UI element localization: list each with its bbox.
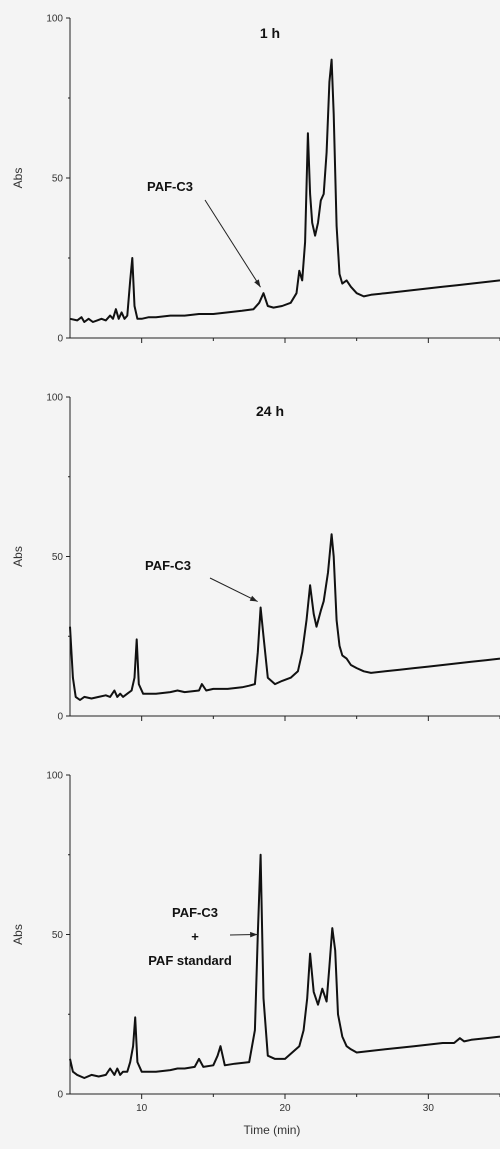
series-line (69, 58, 500, 323)
annotation-arrowhead (250, 931, 258, 938)
annotation-label: PAF standard (148, 953, 232, 968)
series-line (69, 533, 500, 701)
y-axis-title: Abs (11, 168, 25, 189)
x-tick-label: 30 (423, 1103, 435, 1114)
y-tick-label: 50 (52, 174, 64, 185)
y-tick-label: 100 (46, 771, 63, 782)
annotation-label: + (191, 929, 199, 944)
x-tick-label: 20 (279, 1103, 291, 1114)
y-tick-label: 0 (57, 1090, 63, 1101)
annotation-label: PAF-C3 (145, 558, 191, 573)
y-tick-label: 50 (52, 930, 64, 941)
y-tick-label: 0 (57, 712, 63, 723)
y-tick-label: 0 (57, 334, 63, 345)
annotation-arrowhead (249, 595, 258, 602)
series-line (69, 853, 500, 1079)
x-tick-label: 10 (136, 1103, 148, 1114)
y-axis-title: Abs (11, 546, 25, 567)
y-axis-title: Abs (11, 924, 25, 945)
panel-title: 1 h (260, 25, 280, 41)
annotation-arrow (204, 199, 261, 288)
y-tick-label: 100 (46, 14, 63, 25)
y-tick-label: 50 (52, 552, 64, 563)
panel-1h: 0 50 100 Abs 1 h PAF-C3 (11, 14, 500, 345)
x-axis-title: Time (min) (244, 1123, 301, 1137)
y-tick-label: 100 (46, 393, 63, 404)
annotation-label: PAF-C3 (172, 905, 218, 920)
annotation-arrowhead (254, 279, 261, 288)
panel-24h: 0 50 100 Abs 24 h PAF-C3 (11, 393, 500, 723)
annotation-label: PAF-C3 (147, 179, 193, 194)
panel-title: 24 h (256, 403, 284, 419)
panel-standard: 0 50 100 10 20 30 Abs Time (min) PAF-C3 + PAF stan… (11, 771, 500, 1137)
annotation-arrow (209, 577, 258, 602)
